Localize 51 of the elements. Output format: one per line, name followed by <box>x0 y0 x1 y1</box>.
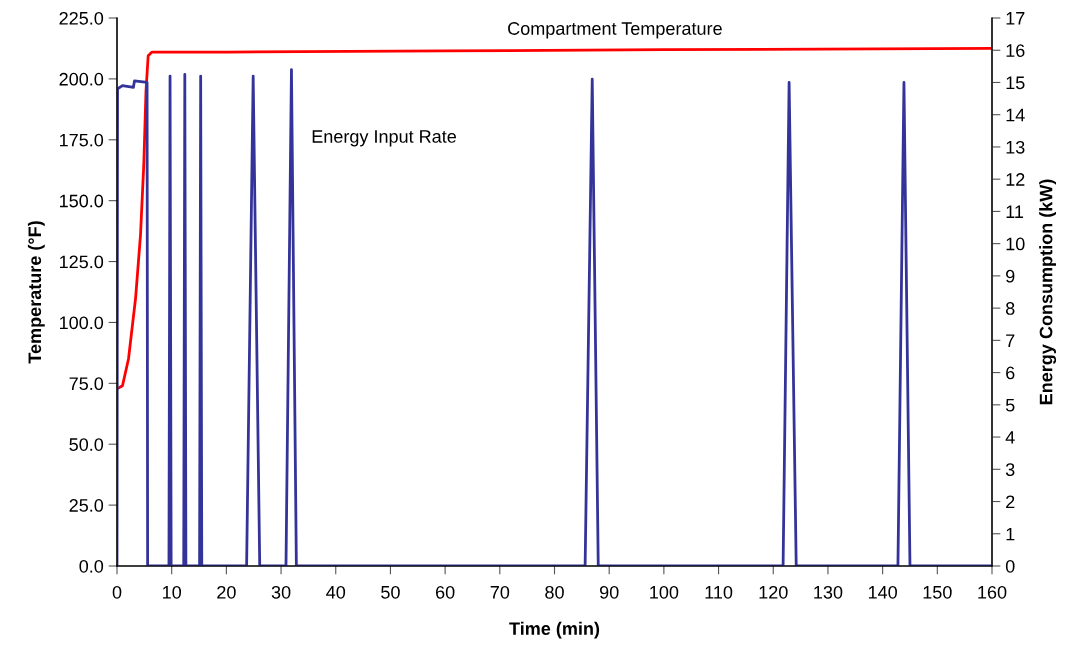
x-tick-label: 70 <box>490 585 510 599</box>
y2-tick-label: 4 <box>1005 431 1015 444</box>
y-tick-label: 175.0 <box>60 133 104 147</box>
y2-tick-label: 2 <box>1006 495 1015 509</box>
x-tick-label: 80 <box>545 585 564 599</box>
y-tick-label: 150.0 <box>60 194 104 208</box>
y-tick-label: 0.0 <box>79 559 104 573</box>
y2-axis-title: Energy Consumption (kW) <box>1039 179 1057 405</box>
x-tick-label: 10 <box>163 585 182 599</box>
x-tick-label: 0 <box>112 585 122 599</box>
x-tick-label: 120 <box>759 585 788 599</box>
annotation: Compartment Temperature <box>508 22 722 39</box>
y2-tick-label: 17 <box>1006 12 1025 25</box>
x-axis-title: Time (min) <box>509 621 600 639</box>
y2-tick-label: 13 <box>1006 140 1025 154</box>
x-tick-label: 30 <box>271 585 291 599</box>
x-tick-label: 40 <box>326 585 346 599</box>
y2-tick-label: 6 <box>1006 366 1015 380</box>
x-tick-label: 130 <box>814 585 843 599</box>
x-tick-label: 100 <box>650 585 679 599</box>
x-tick-label: 140 <box>868 585 897 599</box>
y2-tick-label: 11 <box>1006 205 1024 218</box>
x-tick-label: 20 <box>217 585 236 599</box>
y2-tick-label: 7 <box>1006 334 1015 347</box>
y-tick-label: 100.0 <box>60 316 104 330</box>
x-tick-label: 110 <box>705 585 733 599</box>
y2-tick-label: 3 <box>1005 463 1015 477</box>
x-tick-label: 150 <box>923 585 952 599</box>
y-axis-title: Temperature (°F) <box>27 221 45 364</box>
y2-tick-label: 1 <box>1006 527 1015 541</box>
x-tick-label: 90 <box>599 585 619 599</box>
y2-tick-label: 16 <box>1006 44 1025 57</box>
y2-tick-label: 0 <box>1005 559 1015 573</box>
line-series <box>117 47 992 390</box>
x-tick-label: 160 <box>978 585 1007 599</box>
y-tick-label: 200.0 <box>59 72 104 86</box>
y2-tick-label: 14 <box>1006 108 1025 122</box>
y2-tick-label: 5 <box>1005 398 1015 412</box>
y2-tick-label: 8 <box>1005 302 1015 315</box>
annotation: Energy Input Rate <box>312 130 456 147</box>
x-tick-label: 60 <box>436 585 455 599</box>
x-tick-label: 50 <box>381 585 400 599</box>
y2-tick-label: 9 <box>1006 269 1015 283</box>
y-tick-label: 50.0 <box>69 438 104 451</box>
y-tick-label: 25.0 <box>69 499 104 512</box>
y-tick-label: 75.0 <box>69 377 104 391</box>
y2-tick-label: 10 <box>1006 237 1025 251</box>
y-tick-label: 125.0 <box>60 255 104 269</box>
y2-tick-label: 15 <box>1006 76 1025 90</box>
y2-tick-label: 12 <box>1006 173 1025 186</box>
y-tick-label: 225.0 <box>59 11 104 25</box>
